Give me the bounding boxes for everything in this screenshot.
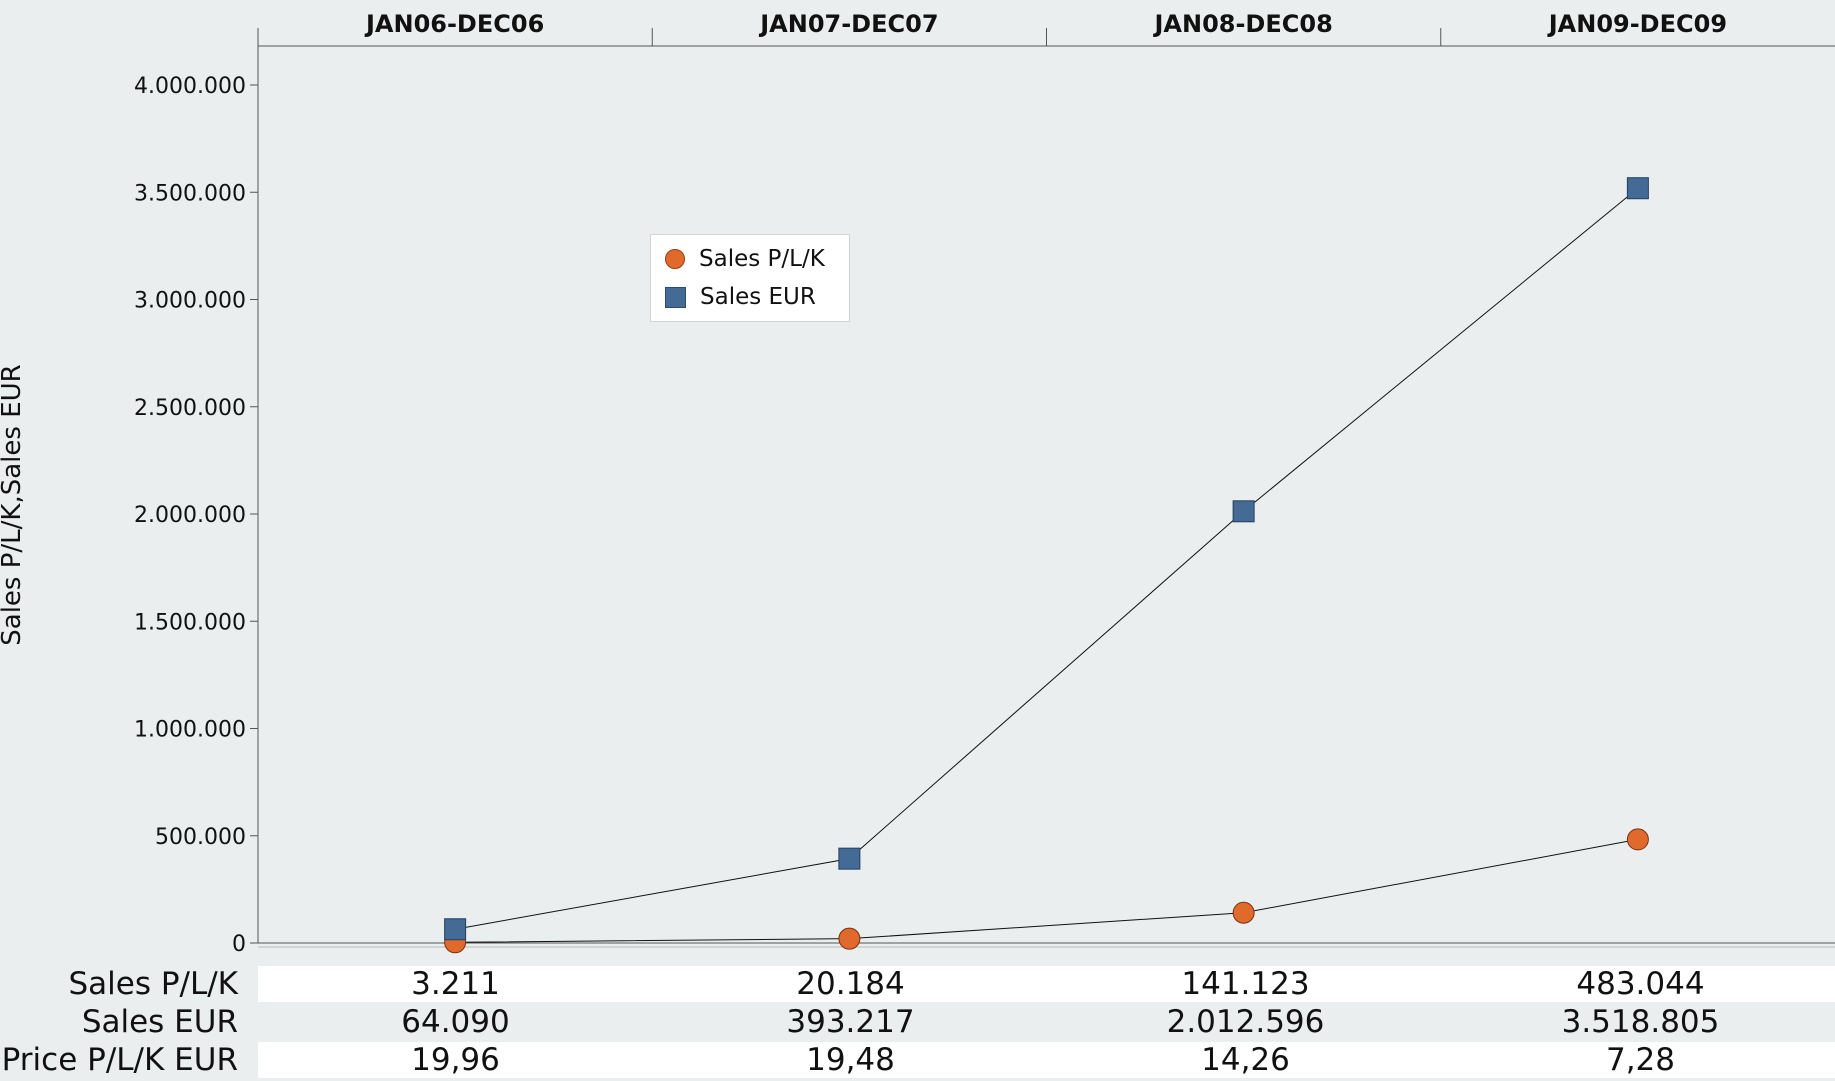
x-tick-label: JAN06-DEC06 <box>364 10 544 38</box>
table-row-sales-plk: Sales P/L/K 3.211 20.184 141.123 483.044 <box>0 966 1835 1002</box>
table-cell: 393.217 <box>786 1004 915 1040</box>
y-tick-label: 3.000.000 <box>134 289 246 314</box>
table-row-price-plk-eur: Price P/L/K EUR 19,96 19,48 14,26 7,28 <box>0 1042 1835 1078</box>
table-cell: 19,48 <box>806 1042 895 1078</box>
x-tick-label: JAN08-DEC08 <box>1152 10 1332 38</box>
data-point-square <box>1232 500 1255 523</box>
y-tick-label: 0 <box>232 932 246 957</box>
table-cell: 141.123 <box>1181 966 1310 1002</box>
table-row-sales-eur: Sales EUR 64.090 393.217 2.012.596 3.518… <box>0 1004 1835 1040</box>
data-point-circle <box>1232 901 1255 924</box>
legend-circle-marker <box>665 249 685 269</box>
table-cell: 20.184 <box>796 966 905 1002</box>
table-cell: 14,26 <box>1201 1042 1290 1078</box>
data-point-square <box>1626 177 1649 200</box>
legend-item-sales-eur: Sales EUR <box>665 282 816 312</box>
data-point-square <box>444 918 467 941</box>
y-tick-label: 4.000.000 <box>134 74 246 99</box>
data-point-circle <box>1626 828 1649 851</box>
table-cell: 64.090 <box>401 1004 510 1040</box>
y-tick-label: 2.500.000 <box>134 396 246 421</box>
legend-label: Sales P/L/K <box>699 246 825 272</box>
y-tick-label: 1.500.000 <box>134 610 246 635</box>
table-cell: 7,28 <box>1605 1042 1676 1078</box>
data-point-circle <box>838 927 861 950</box>
table-cell: 483.044 <box>1576 966 1705 1002</box>
legend-square-marker <box>665 286 686 308</box>
y-tick-label: 1.000.000 <box>134 718 246 743</box>
y-axis-label: Sales P/L/K,Sales EUR <box>0 364 27 646</box>
data-point-square <box>838 847 861 870</box>
table-cell: 2.012.596 <box>1166 1004 1325 1040</box>
x-tick-label: JAN09-DEC09 <box>1547 10 1727 38</box>
y-tick-label: 2.000.000 <box>134 503 246 528</box>
chart-legend: Sales P/L/K Sales EUR <box>650 234 850 322</box>
series-line <box>455 838 1638 943</box>
y-tick-label: 3.500.000 <box>134 181 246 206</box>
legend-label: Sales EUR <box>700 284 816 310</box>
line-chart: JAN06-DEC06 JAN07-DEC07 JAN08-DEC08 JAN09-D… <box>134 10 1835 957</box>
table-cell: 3.518.805 <box>1561 1004 1720 1040</box>
legend-item-sales-plk: Sales P/L/K <box>665 244 825 274</box>
row-label: Price P/L/K EUR <box>1 1042 238 1078</box>
table-cell: 19,96 <box>411 1042 500 1078</box>
series-line <box>455 187 1639 930</box>
row-label: Sales P/L/K <box>68 966 238 1002</box>
y-tick-label: 500.000 <box>155 825 246 850</box>
x-tick-label: JAN07-DEC07 <box>758 10 938 38</box>
row-label: Sales EUR <box>81 1004 238 1040</box>
table-cell: 3.211 <box>411 966 500 1002</box>
